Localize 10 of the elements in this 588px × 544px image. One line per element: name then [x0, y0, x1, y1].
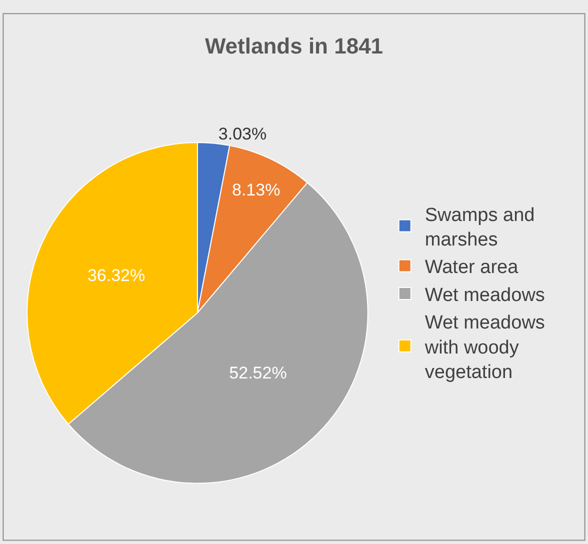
legend-label: Water area — [424, 257, 519, 278]
category-label: with woody vegetation — [424, 337, 519, 383]
legend-label: Swamps and marshes — [424, 204, 535, 250]
legend-label: Wet meadows — [424, 284, 545, 306]
slice-label: Wet meadows — [424, 312, 545, 334]
data-label: 36.32% — [87, 266, 146, 286]
data-label: 8.13% — [232, 180, 280, 200]
data-label: 52.52% — [229, 363, 287, 382]
chart-title: Wetlands in 1841 — [204, 33, 384, 58]
data-label: 3.03% — [218, 124, 267, 144]
